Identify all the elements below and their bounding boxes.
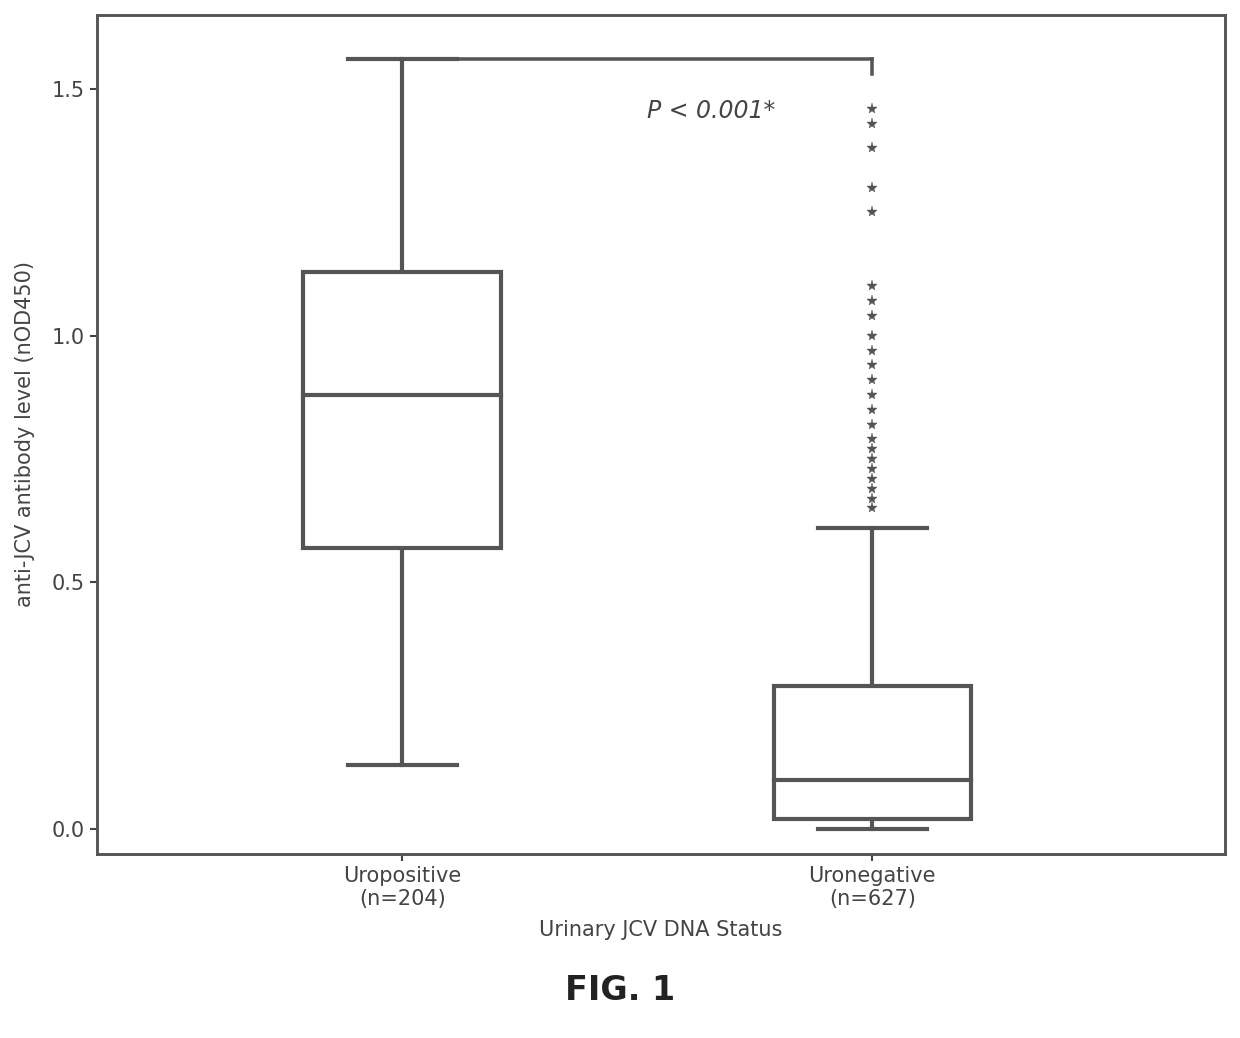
- Bar: [774, 686, 971, 819]
- Y-axis label: anti-JCV antibody level (nOD450): anti-JCV antibody level (nOD450): [15, 262, 35, 607]
- Text: P < 0.001*: P < 0.001*: [647, 99, 775, 122]
- X-axis label: Urinary JCV DNA Status: Urinary JCV DNA Status: [539, 920, 782, 940]
- Text: FIG. 1: FIG. 1: [565, 974, 675, 1007]
- Bar: [304, 272, 501, 548]
